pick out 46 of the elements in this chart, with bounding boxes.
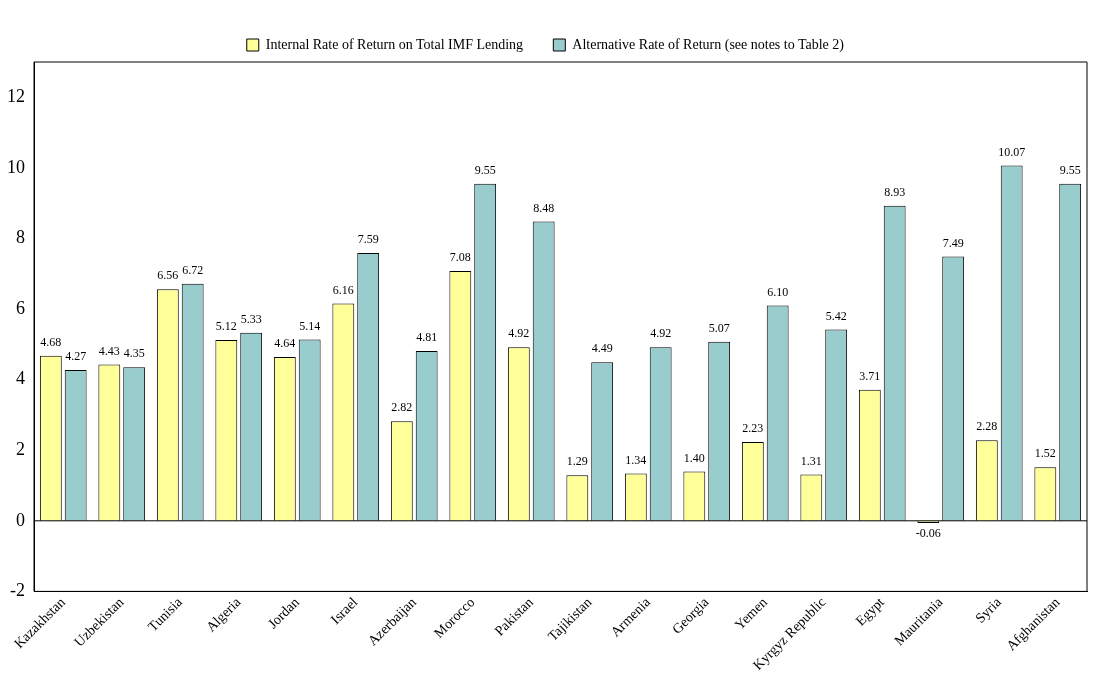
y-tick-label: 6: [16, 297, 25, 318]
data-label: 6.56: [157, 268, 179, 283]
data-label: 8.48: [533, 200, 555, 215]
data-label: 9.55: [1059, 162, 1081, 177]
data-label: -0.06: [915, 526, 941, 541]
data-label: 5.07: [708, 321, 730, 336]
data-label: 4.43: [98, 343, 120, 358]
data-label: 1.40: [683, 450, 705, 465]
data-label: 4.49: [591, 341, 613, 356]
data-label: 6.10: [767, 284, 789, 299]
data-label: 2.82: [391, 400, 413, 415]
data-label: 8.93: [884, 184, 906, 199]
data-label: 4.92: [508, 326, 530, 341]
data-label: 4.68: [40, 334, 62, 349]
data-label: 5.33: [240, 311, 262, 326]
data-label: 10.07: [998, 144, 1026, 159]
data-label: 4.81: [416, 330, 438, 345]
data-label: 5.14: [299, 318, 321, 333]
data-label: 1.52: [1034, 446, 1056, 461]
y-tick-label: 10: [7, 156, 25, 177]
y-tick-label: 4: [16, 368, 25, 389]
y-tick-label: 2: [16, 438, 25, 459]
legend-label: Alternative Rate of Return (see notes to Table 2): [572, 36, 845, 53]
data-label: 7.49: [942, 235, 964, 250]
y-tick-label: 0: [16, 509, 25, 530]
data-label: 5.42: [825, 308, 847, 323]
data-label: 6.72: [182, 262, 204, 277]
data-label: 4.92: [650, 326, 672, 341]
data-label: 9.55: [474, 162, 496, 177]
y-tick-label: 12: [7, 86, 25, 107]
data-label: 7.59: [357, 232, 379, 247]
data-label: 1.29: [566, 454, 588, 469]
data-label: 1.34: [625, 452, 647, 467]
y-tick-label: -2: [10, 580, 25, 601]
data-label: 7.08: [449, 250, 471, 265]
data-label: 6.16: [332, 282, 354, 297]
data-label: 4.64: [274, 336, 296, 351]
data-label: 1.31: [800, 453, 822, 468]
y-tick-label: 8: [16, 227, 25, 248]
data-label: 4.35: [123, 346, 145, 361]
data-label: 2.28: [976, 419, 998, 434]
data-label: 5.12: [215, 319, 237, 334]
legend-label: Internal Rate of Return on Total IMF Lending: [265, 36, 524, 52]
data-label: 2.23: [742, 421, 764, 436]
data-label: 3.71: [859, 369, 881, 384]
data-label: 4.27: [65, 349, 87, 364]
